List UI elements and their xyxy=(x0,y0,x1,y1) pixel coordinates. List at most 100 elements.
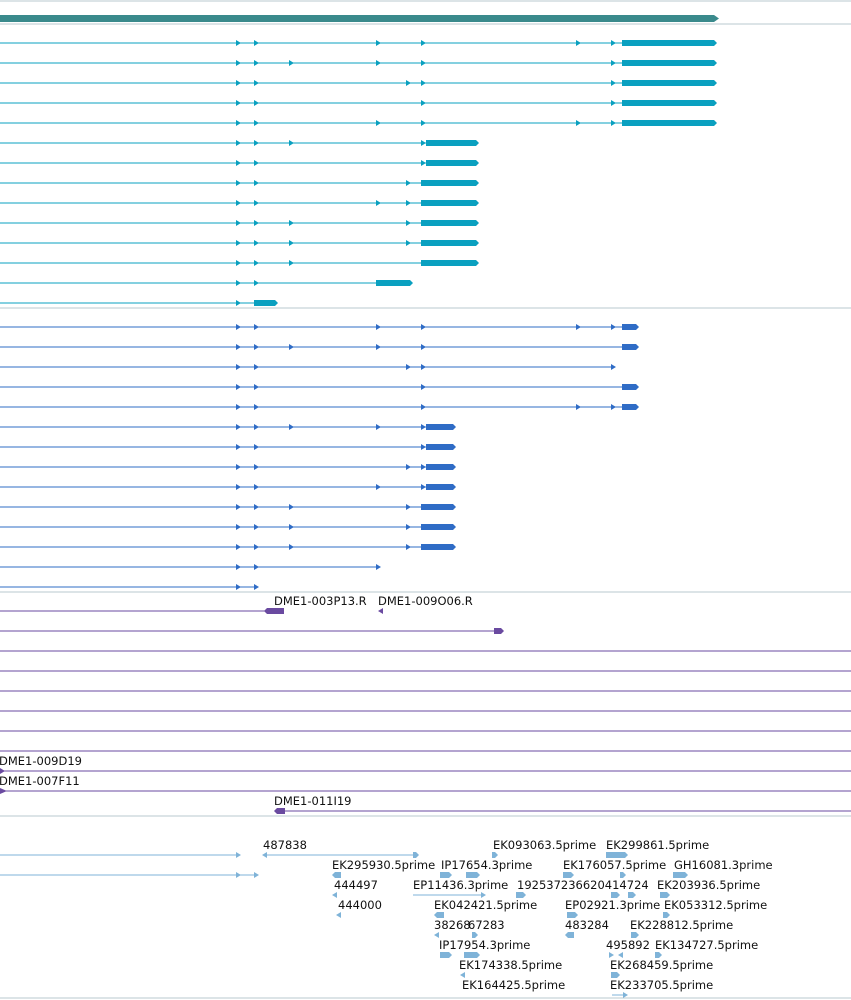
exon-block[interactable] xyxy=(440,952,452,958)
exon-block[interactable] xyxy=(516,892,526,898)
est-label: EP02921.3prime xyxy=(565,898,660,912)
intron-arrow xyxy=(236,240,241,246)
exon-block[interactable] xyxy=(631,932,639,938)
intron-arrow xyxy=(236,384,241,390)
transcript-exon[interactable] xyxy=(421,200,479,206)
transcript-exon[interactable] xyxy=(426,424,456,430)
transcript-exon[interactable] xyxy=(622,120,717,126)
exon-block[interactable] xyxy=(620,872,626,878)
est-label: EK203936.5prime xyxy=(657,878,760,892)
intron-arrow xyxy=(236,300,241,306)
clone-label: DME1-009O06.R xyxy=(378,594,473,608)
transcript-exon[interactable] xyxy=(622,384,639,390)
intron-arrow xyxy=(421,484,426,490)
exon-block[interactable] xyxy=(660,892,670,898)
est-label: 444000 xyxy=(338,898,382,912)
transcript-exon[interactable] xyxy=(622,344,639,350)
exon-block[interactable] xyxy=(655,952,662,958)
est-label: EK164425.5prime xyxy=(462,978,565,992)
intron-arrow xyxy=(460,972,465,978)
intron-arrow xyxy=(289,220,294,226)
intron-arrow xyxy=(289,524,294,530)
intron-arrow xyxy=(376,484,381,490)
intron-arrow xyxy=(254,80,259,86)
gene-model-bar[interactable] xyxy=(0,15,719,22)
intron-arrow xyxy=(406,464,411,470)
clone-end-marker[interactable] xyxy=(264,608,284,614)
transcript-exon[interactable] xyxy=(421,504,456,510)
intron-arrow xyxy=(421,324,426,330)
exon-block[interactable] xyxy=(611,892,620,898)
intron-arrow xyxy=(236,484,241,490)
exon-block[interactable] xyxy=(563,872,574,878)
exon-block[interactable] xyxy=(616,852,624,858)
est-label: EK233705.5prime xyxy=(610,978,713,992)
intron-arrow xyxy=(236,364,241,370)
intron-arrow xyxy=(618,952,623,958)
transcript-exon[interactable] xyxy=(622,324,639,330)
intron-arrow xyxy=(421,464,426,470)
intron-arrow xyxy=(289,260,294,266)
transcript-exon[interactable] xyxy=(254,300,278,306)
transcript-exon[interactable] xyxy=(426,464,456,470)
exon-block[interactable] xyxy=(464,952,480,958)
intron-arrow xyxy=(254,404,259,410)
intron-arrow xyxy=(332,892,337,898)
intron-arrow xyxy=(254,240,259,246)
transcript-exon[interactable] xyxy=(426,484,456,490)
intron-arrow xyxy=(236,404,241,410)
exon-block[interactable] xyxy=(673,872,688,878)
exon-block[interactable] xyxy=(567,912,578,918)
transcript-exon[interactable] xyxy=(421,260,479,266)
intron-arrow xyxy=(236,444,241,450)
intron-arrow xyxy=(236,200,241,206)
transcript-exon[interactable] xyxy=(622,404,639,410)
transcript-exon[interactable] xyxy=(426,140,479,146)
clone-end-marker[interactable] xyxy=(274,808,285,814)
exon-block[interactable] xyxy=(440,872,452,878)
transcript-exon[interactable] xyxy=(622,80,717,86)
exon-block[interactable] xyxy=(492,852,498,858)
intron-arrow xyxy=(406,240,411,246)
transcript-exon[interactable] xyxy=(421,220,479,226)
transcript-exon[interactable] xyxy=(622,40,717,46)
exon-block[interactable] xyxy=(466,872,480,878)
intron-arrow xyxy=(376,40,381,46)
transcript-exon[interactable] xyxy=(421,524,456,530)
clone-end-marker[interactable] xyxy=(494,628,504,634)
exon-block[interactable] xyxy=(663,912,670,918)
intron-arrow xyxy=(236,80,241,86)
intron-arrow xyxy=(254,872,259,878)
exon-block[interactable] xyxy=(611,972,620,978)
transcript-exon[interactable] xyxy=(421,240,479,246)
transcript-exon[interactable] xyxy=(622,60,717,66)
intron-arrow xyxy=(254,324,259,330)
exon-block[interactable] xyxy=(413,852,419,858)
transcript-exon[interactable] xyxy=(421,180,479,186)
intron-arrow xyxy=(254,524,259,530)
exon-block[interactable] xyxy=(332,872,341,878)
transcript-exon[interactable] xyxy=(426,160,479,166)
intron-arrow xyxy=(421,120,426,126)
est-label: 192537236620414724 xyxy=(517,878,649,892)
intron-arrow xyxy=(376,120,381,126)
exon-block[interactable] xyxy=(472,932,478,938)
intron-arrow xyxy=(236,280,241,286)
intron-arrow xyxy=(254,544,259,550)
intron-arrow xyxy=(421,424,426,430)
transcript-exon[interactable] xyxy=(426,444,456,450)
intron-arrow xyxy=(236,852,241,858)
exon-block[interactable] xyxy=(434,912,444,918)
intron-arrow xyxy=(236,220,241,226)
intron-arrow xyxy=(611,404,616,410)
intron-arrow xyxy=(421,404,426,410)
transcript-exon[interactable] xyxy=(421,544,456,550)
transcript-exon[interactable] xyxy=(376,280,413,286)
intron-arrow xyxy=(421,140,426,146)
intron-arrow xyxy=(421,344,426,350)
intron-arrow xyxy=(289,140,294,146)
exon-block[interactable] xyxy=(565,932,574,938)
intron-arrow xyxy=(254,384,259,390)
exon-block[interactable] xyxy=(628,892,636,898)
transcript-exon[interactable] xyxy=(622,100,717,106)
